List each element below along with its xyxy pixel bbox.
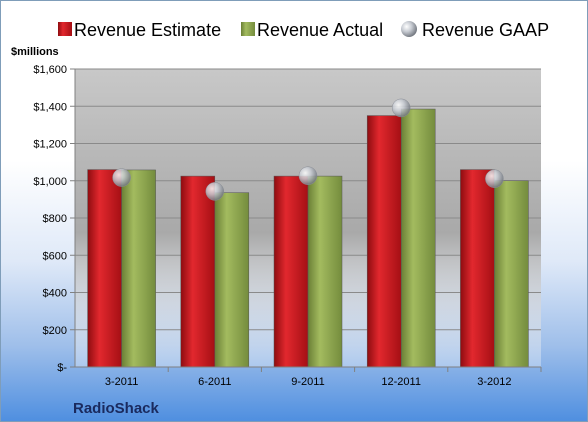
legend-swatch-estimate	[58, 22, 72, 36]
x-tick-label: 9-2011	[291, 376, 324, 388]
bar-revenue-estimate	[180, 175, 216, 368]
legend-swatch-actual	[241, 22, 255, 36]
y-tick-label: $800	[43, 213, 67, 225]
y-tick-label: $1,400	[33, 101, 67, 113]
bar-revenue-actual	[400, 108, 436, 368]
x-tick-label: 3-2011	[105, 376, 138, 388]
bar-revenue-estimate	[273, 175, 309, 368]
marker-revenue-gaap	[112, 168, 131, 187]
marker-revenue-gaap	[205, 182, 225, 201]
y-tick-label: $1,200	[33, 139, 67, 151]
bar-revenue-actual	[214, 192, 250, 368]
bars	[87, 108, 529, 368]
gaap-markers	[112, 98, 504, 201]
marker-revenue-gaap	[391, 98, 411, 118]
company-name: RadioShack	[73, 400, 160, 417]
bar-revenue-estimate	[366, 115, 402, 368]
y-axis-ticks: $- $200 $400 $600 $800 $1,000 $1,200 $1,400 $1,6…	[33, 64, 67, 374]
x-axis-ticks: 3-2011 6-2011 9-2011 12-2011 3-2012	[105, 367, 542, 388]
y-tick-label: $600	[43, 250, 67, 262]
y-tick-label: $400	[43, 288, 67, 300]
y-tick-label: $-	[57, 362, 67, 374]
legend-label-estimate: Revenue Estimate	[74, 20, 221, 40]
x-tick-label: 12-2011	[381, 376, 421, 388]
bar-revenue-actual	[494, 180, 529, 368]
marker-revenue-gaap	[298, 166, 318, 185]
y-tick-label: $1,000	[33, 176, 67, 188]
legend-marker-gaap	[401, 21, 417, 37]
legend: Revenue Estimate Revenue Actual Revenue …	[58, 20, 549, 40]
x-tick-label: 3-2012	[477, 376, 511, 388]
legend-label-gaap: Revenue GAAP	[422, 20, 549, 40]
y-axis-unit-label: $millions	[11, 46, 59, 58]
x-tick-label: 6-2011	[198, 376, 231, 388]
y-tick-label: $200	[43, 325, 67, 337]
y-tick-label: $1,600	[33, 64, 67, 76]
legend-label-actual: Revenue Actual	[257, 20, 383, 40]
bar-revenue-estimate	[87, 169, 122, 368]
bar-revenue-estimate	[460, 169, 495, 368]
bar-revenue-actual	[307, 175, 343, 368]
bar-revenue-actual	[121, 169, 156, 368]
marker-revenue-gaap	[485, 169, 504, 188]
